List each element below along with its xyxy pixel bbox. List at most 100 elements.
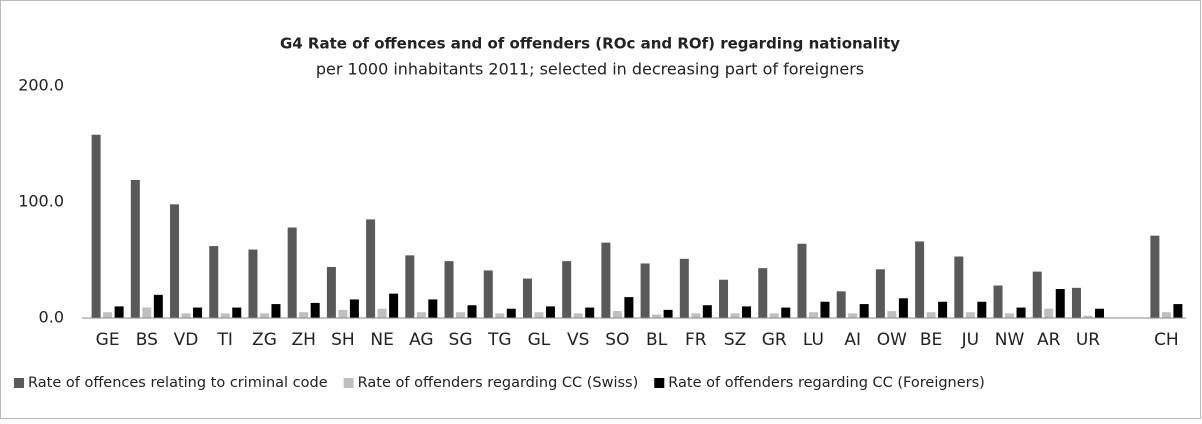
legend-label: Rate of offences relating to criminal co… bbox=[28, 375, 328, 391]
bar bbox=[428, 299, 438, 318]
bar bbox=[495, 313, 505, 318]
x-tick-label: OW bbox=[877, 330, 907, 350]
bar bbox=[1016, 307, 1026, 318]
x-tick-label: BS bbox=[136, 330, 158, 350]
bar bbox=[232, 307, 242, 318]
x-tick-label: FR bbox=[685, 330, 707, 350]
legend-swatch bbox=[654, 378, 665, 388]
bar bbox=[130, 179, 140, 318]
bar bbox=[977, 301, 987, 318]
bar bbox=[103, 312, 113, 318]
bar bbox=[573, 313, 583, 318]
x-tick-label: VS bbox=[567, 330, 589, 350]
y-tick-label: 0.0 bbox=[39, 308, 64, 327]
bar bbox=[624, 297, 634, 318]
bar bbox=[170, 204, 180, 318]
bar bbox=[742, 306, 752, 318]
bar bbox=[585, 307, 595, 318]
bar bbox=[758, 268, 768, 318]
legend-label: Rate of offenders regarding CC (Swiss) bbox=[358, 375, 639, 391]
x-tick-label: SG bbox=[449, 330, 473, 350]
x-tick-label: BE bbox=[920, 330, 942, 350]
bar bbox=[808, 312, 818, 318]
bar bbox=[1055, 289, 1065, 318]
bar bbox=[416, 312, 426, 318]
x-tick-label: NE bbox=[370, 330, 393, 350]
x-tick-label: AI bbox=[844, 330, 861, 350]
bar bbox=[797, 243, 807, 318]
bar bbox=[836, 291, 846, 318]
x-tick-label: AR bbox=[1037, 330, 1061, 350]
bar bbox=[965, 312, 975, 318]
bar bbox=[859, 304, 869, 318]
x-tick-label: ZG bbox=[252, 330, 277, 350]
bar bbox=[405, 255, 415, 318]
x-tick-label: LU bbox=[803, 330, 824, 350]
x-tick-label: BL bbox=[646, 330, 668, 350]
bar bbox=[562, 261, 572, 318]
bar bbox=[781, 307, 791, 318]
bar bbox=[640, 263, 650, 318]
x-tick-label: SH bbox=[331, 330, 355, 350]
bar bbox=[142, 307, 152, 318]
bar bbox=[1044, 308, 1054, 318]
bar bbox=[114, 306, 124, 318]
bar bbox=[153, 294, 163, 318]
bar bbox=[719, 279, 729, 318]
x-tick-label: GR bbox=[762, 330, 787, 350]
bar bbox=[389, 293, 399, 318]
bar bbox=[702, 305, 712, 318]
x-tick-label: GE bbox=[96, 330, 120, 350]
x-tick-label: TG bbox=[487, 330, 512, 350]
bar bbox=[326, 266, 336, 318]
bar bbox=[601, 242, 611, 318]
bar bbox=[663, 309, 673, 318]
x-tick-label: AG bbox=[409, 330, 434, 350]
x-tick-label: TI bbox=[217, 330, 233, 350]
x-tick-label: JU bbox=[961, 330, 979, 350]
bar bbox=[377, 308, 387, 318]
bar bbox=[349, 299, 359, 318]
bar bbox=[248, 249, 258, 318]
bar bbox=[534, 312, 544, 318]
bar bbox=[209, 246, 219, 318]
chart-title: G4 Rate of offences and of offenders (RO… bbox=[280, 35, 900, 53]
bar bbox=[938, 301, 948, 318]
bar bbox=[338, 309, 348, 318]
legend-swatch bbox=[14, 378, 24, 388]
bar bbox=[915, 241, 925, 318]
bar bbox=[730, 313, 740, 318]
legend-label: Rate of offenders regarding CC (Foreigne… bbox=[668, 375, 985, 391]
bar bbox=[444, 261, 454, 318]
x-tick-label: VD bbox=[174, 330, 199, 350]
bar bbox=[954, 256, 964, 318]
bar bbox=[691, 313, 701, 318]
bar bbox=[926, 312, 936, 318]
bar bbox=[91, 134, 101, 318]
y-tick-label: 200.0 bbox=[18, 76, 64, 95]
bar bbox=[1094, 308, 1104, 318]
bar bbox=[467, 305, 477, 318]
bar bbox=[220, 313, 230, 318]
chart-subtitle: per 1000 inhabitants 2011; selected in d… bbox=[316, 60, 864, 79]
bar bbox=[652, 314, 662, 318]
x-tick-label: CH bbox=[1154, 330, 1179, 350]
x-tick-label: UR bbox=[1076, 330, 1100, 350]
bar bbox=[887, 311, 897, 318]
bar bbox=[1173, 304, 1183, 318]
bar bbox=[545, 306, 555, 318]
bar bbox=[848, 313, 858, 318]
bar bbox=[522, 278, 532, 318]
bar bbox=[456, 312, 466, 318]
bar bbox=[310, 302, 320, 318]
bar bbox=[769, 313, 779, 318]
bar bbox=[483, 270, 493, 318]
x-tick-label: NW bbox=[995, 330, 1025, 350]
bar bbox=[1083, 315, 1093, 318]
x-tick-label: ZH bbox=[291, 330, 315, 350]
x-tick-label: GL bbox=[528, 330, 551, 350]
bar bbox=[1150, 235, 1160, 318]
bar bbox=[287, 227, 297, 318]
